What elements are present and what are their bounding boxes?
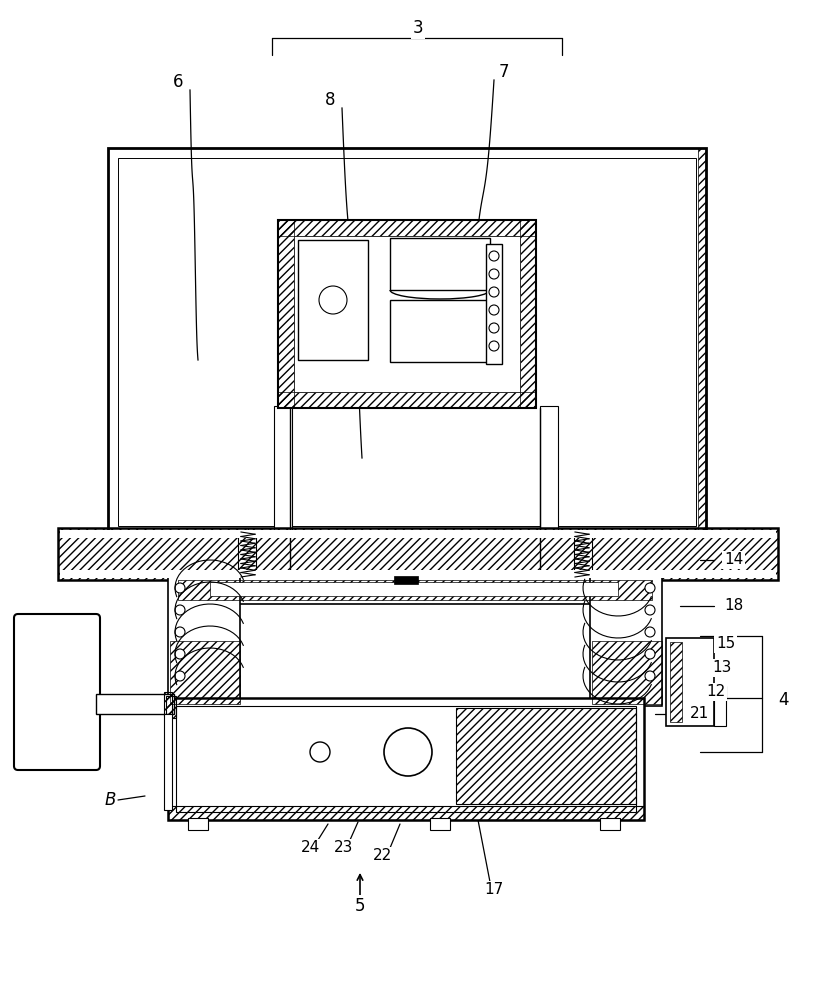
Circle shape xyxy=(175,583,185,593)
Circle shape xyxy=(310,742,330,762)
Bar xyxy=(170,641,240,704)
Bar xyxy=(486,244,502,364)
Bar xyxy=(166,696,176,718)
Bar xyxy=(178,580,652,600)
Bar xyxy=(164,714,172,810)
Text: 4: 4 xyxy=(778,691,789,709)
Bar xyxy=(590,576,662,706)
Bar xyxy=(278,220,536,408)
Text: 13: 13 xyxy=(712,660,732,676)
Bar xyxy=(168,698,644,820)
Circle shape xyxy=(645,583,655,593)
Circle shape xyxy=(489,251,499,261)
Bar xyxy=(390,238,490,290)
Bar xyxy=(108,148,706,536)
Circle shape xyxy=(645,649,655,659)
Bar xyxy=(278,220,536,236)
Bar xyxy=(294,236,520,392)
Bar xyxy=(430,818,450,830)
Bar xyxy=(168,806,644,820)
Bar xyxy=(394,576,418,584)
Text: 3: 3 xyxy=(412,19,423,37)
Circle shape xyxy=(645,627,655,637)
Text: 17: 17 xyxy=(484,882,504,898)
Bar xyxy=(274,406,292,534)
Circle shape xyxy=(489,269,499,279)
Circle shape xyxy=(175,649,185,659)
Text: 22: 22 xyxy=(372,848,391,863)
Bar xyxy=(96,694,174,714)
Circle shape xyxy=(175,627,185,637)
Bar xyxy=(298,240,368,360)
Bar xyxy=(520,220,536,408)
Bar xyxy=(60,570,776,578)
Circle shape xyxy=(175,671,185,681)
Circle shape xyxy=(175,605,185,615)
Text: 23: 23 xyxy=(334,840,354,856)
Text: 21: 21 xyxy=(690,706,709,722)
Bar xyxy=(60,530,776,538)
Bar xyxy=(238,536,256,578)
Text: 7: 7 xyxy=(499,63,510,81)
Circle shape xyxy=(489,341,499,351)
Bar xyxy=(210,582,618,596)
Bar xyxy=(600,818,620,830)
FancyBboxPatch shape xyxy=(14,614,100,770)
Bar xyxy=(698,148,706,536)
Circle shape xyxy=(645,605,655,615)
Bar xyxy=(58,528,778,580)
Text: 12: 12 xyxy=(706,684,725,700)
Bar xyxy=(592,641,662,704)
Text: 18: 18 xyxy=(724,598,743,613)
Bar xyxy=(714,686,726,726)
Bar xyxy=(278,392,536,408)
Text: 14: 14 xyxy=(724,552,743,568)
Bar xyxy=(456,708,636,804)
Text: B: B xyxy=(104,791,116,809)
Bar xyxy=(574,536,592,578)
Circle shape xyxy=(645,671,655,681)
Bar xyxy=(666,638,714,726)
Text: 5: 5 xyxy=(354,897,365,915)
Circle shape xyxy=(319,286,347,314)
Circle shape xyxy=(384,728,432,776)
Text: 24: 24 xyxy=(300,840,319,856)
Bar xyxy=(176,706,636,812)
Text: 8: 8 xyxy=(325,91,335,109)
Bar xyxy=(168,576,240,706)
Bar xyxy=(278,220,294,408)
Bar xyxy=(670,642,682,722)
Bar xyxy=(164,692,172,716)
Text: 15: 15 xyxy=(716,637,735,652)
Bar xyxy=(188,818,208,830)
Bar xyxy=(170,576,660,604)
Text: 6: 6 xyxy=(173,73,184,91)
Circle shape xyxy=(489,323,499,333)
Bar xyxy=(540,406,558,534)
Circle shape xyxy=(489,287,499,297)
Bar xyxy=(118,158,696,526)
Circle shape xyxy=(489,305,499,315)
Bar xyxy=(390,300,490,362)
